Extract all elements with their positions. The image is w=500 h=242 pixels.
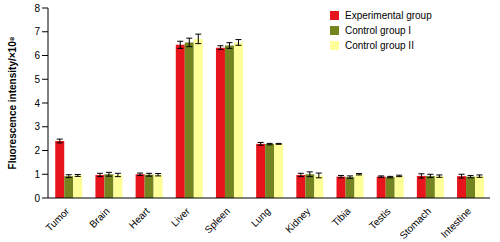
- svg-text:Stomach: Stomach: [397, 206, 433, 242]
- svg-text:2: 2: [34, 145, 40, 156]
- svg-text:7: 7: [34, 26, 40, 37]
- svg-text:Fluorescence intensity/×10⁸: Fluorescence intensity/×10⁸: [8, 36, 18, 169]
- html-text:Experimental group: Experimental group: [345, 10, 432, 21]
- svg-text:Lung: Lung: [249, 206, 273, 230]
- svg-text:0: 0: [34, 193, 40, 204]
- svg-text:Tibia: Tibia: [330, 205, 353, 228]
- html-text:Control group I: Control group I: [345, 25, 412, 36]
- svg-text:4: 4: [34, 98, 40, 109]
- svg-text:Tumor: Tumor: [43, 205, 71, 233]
- svg-text:Kidney: Kidney: [283, 206, 312, 235]
- svg-text:3: 3: [34, 121, 40, 132]
- svg-text:6: 6: [34, 50, 40, 61]
- svg-text:Brain: Brain: [87, 206, 111, 230]
- svg-text:Intestine: Intestine: [439, 205, 474, 240]
- svg-text:Liver: Liver: [169, 205, 193, 229]
- svg-text:Spleen: Spleen: [202, 206, 232, 236]
- svg-text:Heart: Heart: [127, 205, 152, 230]
- html-text:Control group II: Control group II: [345, 40, 414, 51]
- svg-text:Testis: Testis: [367, 206, 393, 232]
- svg-text:5: 5: [34, 74, 40, 85]
- svg-text:8: 8: [34, 3, 40, 14]
- svg-text:1: 1: [34, 169, 40, 180]
